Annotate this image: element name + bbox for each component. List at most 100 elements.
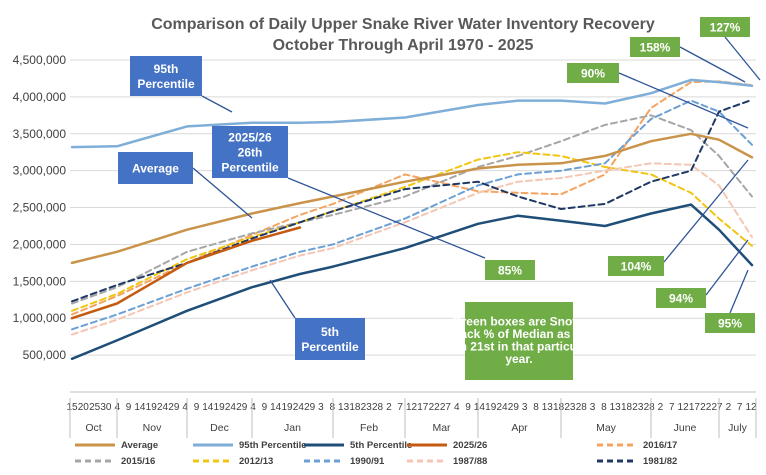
annotation-2025-26-text: 2025/26 (228, 130, 272, 144)
chart-title-line-1: Comparison of Daily Upper Snake River Wa… (151, 16, 655, 33)
series-line-1990-91 (71, 99, 753, 331)
legend-label: 2012/13 (239, 456, 273, 467)
x-tick-label: 7 (669, 402, 675, 413)
annotation-104-bg (608, 256, 664, 276)
y-tick-label: 1,500,000 (13, 274, 67, 288)
annotation-average-bg (118, 152, 193, 184)
annotation-85-text: 85% (498, 263, 522, 277)
annotation-note-text: Jan 21st in that particular (446, 340, 592, 354)
y-axis: 500,000 1,000,000 1,500,000 2,000,000 2,500,… (13, 53, 67, 362)
x-tick-label: 19 (485, 402, 497, 413)
x-tick-label: 3 (522, 402, 528, 413)
y-tick-label: 2,500,000 (13, 201, 67, 215)
x-tick-label: 24 (293, 402, 305, 413)
x-tick-label: 3 (590, 402, 596, 413)
x-tick-label: 23 (361, 402, 373, 413)
connector-line (729, 269, 749, 314)
x-tick-label: 2 (726, 402, 732, 413)
annotation-5th-percentile-bg (295, 318, 365, 360)
annotation-note-bg (465, 302, 573, 380)
legend-item: 2015/16 (75, 456, 155, 467)
month-label: July (728, 422, 747, 434)
annotation-2025-26-text: Percentile (221, 160, 279, 174)
legend-label: 95th Percentile (239, 440, 307, 451)
legend-item: 2016/17 (597, 440, 677, 451)
month-label: Dec (210, 422, 229, 434)
y-tick-label: 3,500,000 (13, 127, 67, 141)
connector-line (192, 167, 253, 219)
x-tick-label: 9 (194, 402, 200, 413)
x-tick-label: 8 (533, 402, 539, 413)
x-tick-label: 9 (126, 402, 132, 413)
x-tick-label: 27 (440, 402, 452, 413)
annotation-158-bg (630, 37, 680, 57)
annotation-104-text: 104% (621, 259, 652, 273)
x-axis: 1520253049141924294914192429491419242938… (66, 398, 757, 438)
series-line-5th-percentile (70, 203, 754, 361)
annotation-note-text: year. (505, 352, 532, 366)
x-tick-label: 9 (465, 402, 471, 413)
annotation-average-text: Average (132, 161, 179, 175)
connector-line (705, 239, 749, 296)
data-series (70, 78, 754, 361)
connector-line (618, 72, 749, 129)
annotation-104: 104% (608, 256, 664, 276)
legend-label: 1981/82 (643, 456, 677, 467)
x-tick-label: 13 (610, 402, 622, 413)
connector-line (201, 95, 233, 113)
legend-item: 95th Percentile (193, 440, 307, 451)
x-tick-label: 2 (386, 402, 392, 413)
x-tick-label: 24 (225, 402, 237, 413)
annotation-127-text: 127% (710, 20, 741, 34)
month-label: Mar (432, 422, 451, 434)
annotation-5th-percentile-text: 5th (321, 325, 339, 339)
x-tick-label: 30 (100, 402, 112, 413)
x-tick-label: 20 (78, 402, 90, 413)
month-label: Feb (360, 422, 378, 434)
x-tick-label: 27 (711, 402, 723, 413)
x-tick-label: 14 (270, 402, 282, 413)
annotation-note-text: Green boxes are Snow- (452, 315, 585, 329)
y-tick-label: 1,000,000 (13, 311, 67, 325)
x-tick-label: 24 (496, 402, 508, 413)
x-tick-label: 18 (349, 402, 361, 413)
x-tick-label: 2 (658, 402, 664, 413)
x-tick-label: 4 (250, 402, 256, 413)
legend-label: 2025/26 (453, 440, 487, 451)
gridlines (70, 59, 756, 393)
x-tick-label: 29 (304, 402, 316, 413)
x-tick-label: 18 (553, 402, 565, 413)
annotation-5th-percentile-text: Percentile (301, 340, 359, 354)
connector-line (269, 279, 296, 319)
y-tick-label: 4,000,000 (13, 90, 67, 104)
x-tick-label: 13 (542, 402, 554, 413)
x-tick-label: 13 (338, 402, 350, 413)
annotation-95th-percentile-bg (130, 56, 202, 96)
legend-label: 2016/17 (643, 440, 677, 451)
series-line-average (70, 132, 754, 265)
y-tick-label: 3,000,000 (13, 164, 67, 178)
x-tick-label: 23 (564, 402, 576, 413)
annotation-127: 127% (700, 17, 750, 37)
y-tick-label: 500,000 (23, 348, 67, 362)
legend-item: 1987/88 (407, 456, 487, 467)
month-label: Apr (511, 422, 528, 434)
series-line-2015-16 (71, 114, 753, 305)
annotation-158: 158% (630, 37, 680, 57)
annotation-95th-percentile-text: 95th (154, 62, 179, 76)
series-line-1987-88 (71, 162, 753, 336)
connector-line (679, 46, 746, 83)
month-label: June (674, 422, 697, 434)
legend-item: 5th Percentile (304, 440, 412, 451)
annotation-2025-26-text: 26th (238, 145, 263, 159)
chart-title-line-2: October Through April 1970 - 2025 (273, 37, 534, 54)
legend-item: 1990/91 (304, 456, 385, 467)
legend-label: Average (121, 440, 158, 451)
x-tick-label: 29 (168, 402, 180, 413)
x-tick-label: 14 (134, 402, 146, 413)
x-tick-label: 3 (318, 402, 324, 413)
legend-label: 1990/91 (350, 456, 385, 467)
